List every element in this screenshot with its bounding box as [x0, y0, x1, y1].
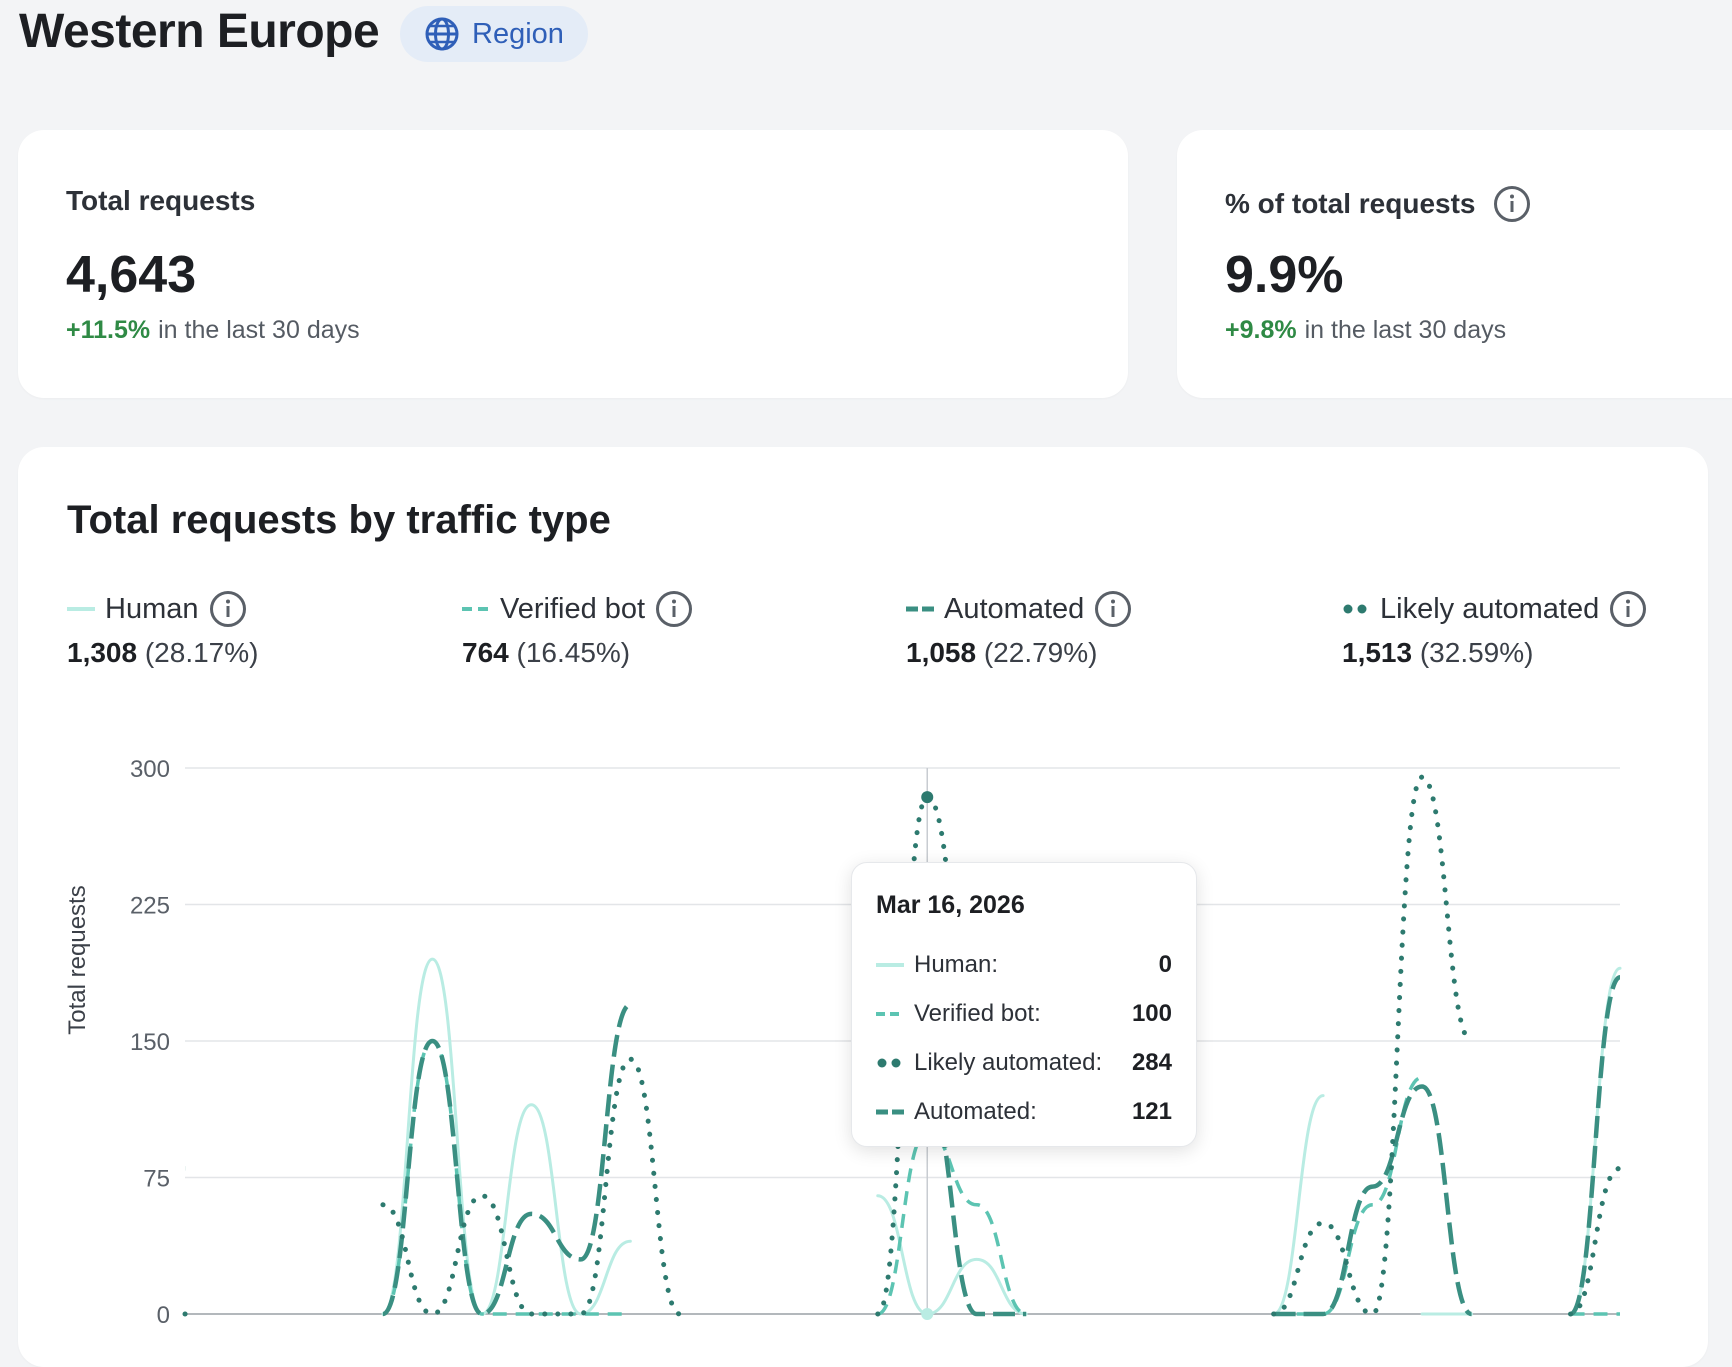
series-line-verified-bot	[877, 1130, 1027, 1316]
series-line-likely-automated	[1568, 1165, 1623, 1317]
y-tick-label: 150	[130, 1029, 170, 1056]
verified-bot-swatch-icon	[462, 607, 490, 611]
series-line-human	[876, 1194, 1028, 1316]
tooltip-label: Automated:	[914, 1097, 1037, 1125]
stat-change-suffix: in the last 30 days	[158, 316, 360, 344]
page-title: Western Europe	[19, 5, 380, 58]
hover-point-likely-automated	[921, 791, 934, 804]
legend-item-automated: Automated 1,058 (22.79%)	[906, 587, 1132, 669]
legend-item-likely-automated: Likely automated 1,513 (32.59%)	[1342, 587, 1647, 669]
total-requests-card: Total requests 4,643 +11.5% in the last 3…	[18, 130, 1128, 398]
series-line-verified-bot	[1273, 1075, 1423, 1316]
legend-value: 1,513 (32.59%)	[1342, 637, 1647, 669]
tooltip-label: Verified bot:	[914, 999, 1041, 1027]
series-line-automated	[381, 1002, 632, 1317]
legend-item-human: Human 1,308 (28.17%)	[67, 587, 258, 669]
human-swatch-icon	[67, 607, 95, 611]
series-line-human	[1569, 966, 1622, 1316]
info-icon[interactable]	[1609, 590, 1647, 628]
stat-change: +11.5% in the last 30 days	[66, 316, 360, 345]
stat-label-text: % of total requests	[1225, 188, 1476, 219]
chart-tooltip: Mar 16, 2026 Human: 0 Verified bot: 100 …	[851, 862, 1197, 1147]
legend-name: Verified bot	[500, 592, 646, 625]
tooltip-value: 100	[1131, 999, 1172, 1027]
legend-total: 1,308	[67, 637, 138, 668]
human-swatch-icon	[876, 962, 904, 967]
info-icon[interactable]	[1094, 590, 1132, 628]
stat-label-text: Total requests	[66, 185, 256, 216]
legend-name: Human	[105, 592, 199, 625]
series-line-verified-bot	[382, 1039, 631, 1316]
chart-title: Total requests by traffic type	[67, 498, 611, 542]
series-line-human	[1272, 1094, 1325, 1316]
tooltip-label: Likely automated:	[914, 1048, 1103, 1076]
info-icon[interactable]	[209, 590, 247, 628]
likely-automated-swatch-icon	[1343, 604, 1367, 614]
series-line-likely-automated	[380, 1056, 683, 1317]
tooltip-row-verified-bot: Verified bot: 100	[876, 989, 1172, 1038]
automated-swatch-icon	[876, 1109, 904, 1114]
legend-pct: (32.59%)	[1419, 637, 1534, 668]
legend-pct: (22.79%)	[983, 637, 1098, 668]
series-line-automated	[1569, 975, 1622, 1317]
tooltip-value: 121	[1131, 1097, 1172, 1125]
stat-value: 4,643	[66, 246, 197, 304]
stat-change-pct: +11.5%	[66, 316, 151, 344]
stat-label: % of total requests	[1225, 185, 1531, 223]
stat-change-pct: +9.8%	[1225, 316, 1297, 344]
tooltip-row-human: Human: 0	[876, 940, 1172, 989]
y-axis-label: Total requests	[64, 885, 91, 1034]
legend-pct: (16.45%)	[516, 637, 631, 668]
hover-point-human	[921, 1308, 934, 1320]
tooltip-value: 0	[1158, 950, 1172, 978]
y-tick-label: 75	[143, 1166, 170, 1193]
stat-label: Total requests	[66, 185, 255, 217]
legend-value: 1,308 (28.17%)	[67, 637, 258, 669]
tooltip-row-automated: Automated: 121	[876, 1087, 1172, 1136]
automated-swatch-icon	[906, 606, 934, 612]
y-tick-label: 300	[130, 756, 170, 783]
legend-value: 764 (16.45%)	[462, 637, 693, 669]
tooltip-date: Mar 16, 2026	[876, 891, 1025, 919]
series-line-likely-automated	[1271, 774, 1475, 1317]
legend-name: Likely automated	[1380, 592, 1600, 625]
region-badge[interactable]: Region	[400, 6, 588, 62]
tooltip-value: 284	[1131, 1048, 1172, 1076]
legend-total: 764	[462, 637, 509, 668]
series-line-automated	[1273, 1084, 1473, 1317]
verified-bot-swatch-icon	[876, 1011, 904, 1016]
info-icon[interactable]	[655, 590, 693, 628]
region-badge-label: Region	[472, 17, 564, 50]
legend-value: 1,058 (22.79%)	[906, 637, 1132, 669]
legend-name: Automated	[944, 592, 1085, 625]
legend-item-verified-bot: Verified bot 764 (16.45%)	[462, 587, 693, 669]
stat-change: +9.8% in the last 30 days	[1225, 316, 1506, 345]
percent-total-card: % of total requests 9.9% +9.8% in the las…	[1177, 130, 1732, 398]
tooltip-label: Human:	[914, 950, 999, 978]
y-tick-label: 0	[157, 1302, 170, 1329]
legend-total: 1,513	[1342, 637, 1413, 668]
globe-icon	[425, 17, 459, 51]
legend-total: 1,058	[906, 637, 977, 668]
tooltip-row-likely-automated: Likely automated: 284	[876, 1038, 1172, 1087]
stat-change-suffix: in the last 30 days	[1304, 316, 1507, 344]
info-icon[interactable]	[1493, 185, 1531, 223]
likely-automated-swatch-icon	[877, 1058, 901, 1067]
y-tick-label: 225	[130, 893, 170, 920]
stat-value: 9.9%	[1225, 246, 1344, 304]
series-line-human	[381, 957, 632, 1316]
legend-pct: (28.17%)	[144, 637, 259, 668]
